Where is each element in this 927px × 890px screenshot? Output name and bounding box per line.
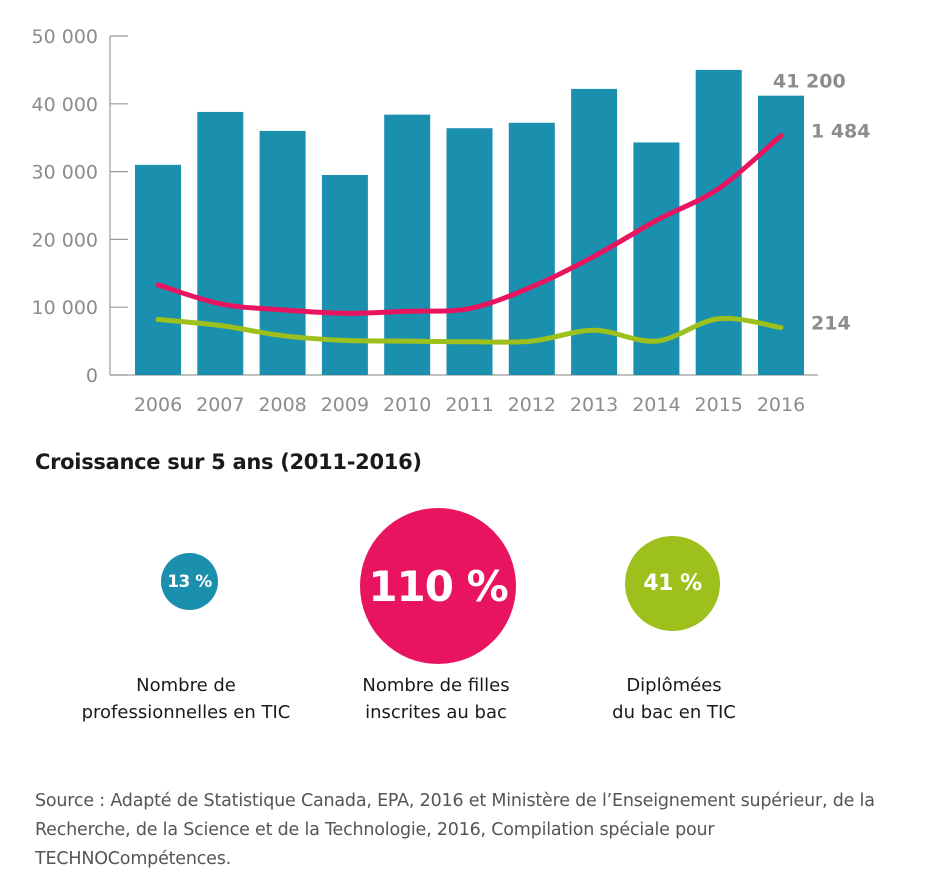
y-tick-label: 50 000 [32, 26, 98, 48]
stat-value-girls-enrolled: 110 % [368, 561, 508, 611]
stat-label-graduates: Diplômées du bac en TIC [612, 675, 736, 723]
x-tick-label: 2016 [757, 394, 805, 416]
x-tick-label: 2008 [258, 394, 306, 416]
end-labels: 41 200 1 484 214 [773, 71, 871, 335]
combo-chart: 0 10 000 20 000 30 000 40 000 50 000 2006 2007… [32, 26, 871, 416]
x-tick-label: 2010 [383, 394, 431, 416]
growth-title: Croissance sur 5 ans (2011-2016) [35, 450, 422, 474]
bars [135, 69, 804, 376]
source-note: Source : Adapté de Statistique Canada, E… [35, 791, 875, 869]
bar-2012 [508, 122, 555, 375]
line-series-1 [155, 315, 784, 345]
x-tick-label: 2014 [632, 394, 680, 416]
end-label-2: 214 [811, 313, 851, 335]
stat-label-professionals: Nombre de professionnelles en TIC [81, 675, 291, 723]
x-tick-label: 2007 [196, 394, 244, 416]
trend-lines [155, 133, 784, 345]
x-tick-label: 2009 [321, 394, 369, 416]
stat-value-graduates: 41 % [643, 571, 702, 596]
stat-value-professionals: 13 % [167, 571, 212, 592]
y-tick-labels: 0 10 000 20 000 30 000 40 000 50 000 [32, 26, 128, 387]
x-tick-label: 2013 [570, 394, 618, 416]
bar-2007 [197, 111, 244, 375]
y-tick-label: 10 000 [32, 297, 98, 319]
bar-2015 [695, 69, 742, 376]
bar-2006 [135, 164, 181, 375]
line-series-0 [155, 133, 784, 316]
bar-2010 [384, 114, 431, 375]
stat-circle-professionals: 13 % [161, 553, 218, 610]
bar-2013 [571, 88, 618, 375]
x-tick-labels: 2006 2007 2008 2009 2010 2011 2012 2013 2014 2015… [134, 394, 805, 416]
y-tick-label: 30 000 [32, 162, 98, 184]
x-tick-label: 2011 [445, 394, 493, 416]
bar-2011 [446, 128, 493, 375]
end-label-1: 1 484 [811, 121, 871, 143]
y-tick-label: 0 [86, 365, 98, 387]
stat-circle-girls-enrolled: 110 % [360, 508, 516, 664]
stat-label-girls-enrolled: Nombre de filles inscrites au bac [362, 675, 510, 723]
bar-2009 [321, 174, 368, 375]
y-tick-label: 40 000 [32, 94, 98, 116]
x-tick-label: 2006 [134, 394, 182, 416]
x-tick-label: 2012 [508, 394, 556, 416]
x-tick-label: 2015 [695, 394, 743, 416]
end-label-0: 41 200 [773, 71, 846, 93]
y-tick-label: 20 000 [32, 229, 98, 251]
stat-circle-graduates: 41 % [625, 536, 720, 631]
